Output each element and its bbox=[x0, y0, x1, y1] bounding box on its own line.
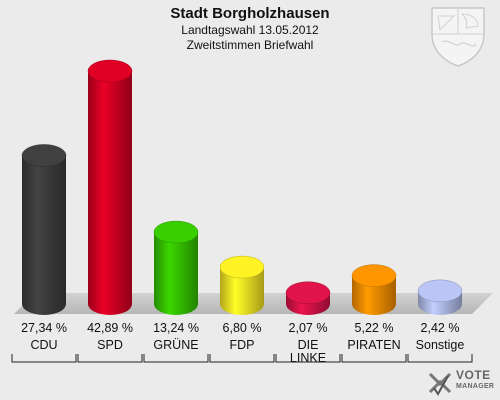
category-label: FDP bbox=[230, 338, 255, 352]
value-label: 13,24 % bbox=[153, 321, 199, 335]
logo-text-manager: MANAGER bbox=[456, 383, 495, 390]
value-label: 27,34 % bbox=[21, 321, 67, 335]
bar-die-linke bbox=[285, 281, 331, 315]
logo-text-vote: VOTE bbox=[456, 368, 491, 382]
value-label: 5,22 % bbox=[355, 321, 394, 335]
category-bracket bbox=[209, 354, 275, 363]
category-bracket bbox=[275, 354, 341, 363]
value-label: 42,89 % bbox=[87, 321, 133, 335]
category-bracket bbox=[341, 354, 407, 363]
value-label: 2,42 % bbox=[421, 321, 460, 335]
chart-subtitle-election: Landtagswahl 13.05.2012 bbox=[181, 23, 319, 37]
bar-sonstige bbox=[417, 279, 463, 315]
category-bracket bbox=[143, 354, 209, 363]
category-label: LINKE bbox=[290, 351, 326, 365]
category-label: SPD bbox=[97, 338, 123, 352]
bar-cdu bbox=[21, 144, 67, 315]
bar-fdp bbox=[219, 255, 265, 315]
chart-subtitle-vote-type: Zweitstimmen Briefwahl bbox=[186, 38, 314, 52]
bar-piraten bbox=[351, 264, 397, 315]
vote-manager-logo-icon bbox=[428, 372, 452, 396]
chart-header: Stadt Borgholzhausen Landtagswahl 13.05.… bbox=[0, 5, 500, 53]
category-label: GRÜNE bbox=[153, 338, 198, 352]
bar-spd bbox=[87, 59, 133, 315]
coat-of-arms-icon bbox=[431, 7, 485, 67]
bar-grüne bbox=[153, 220, 199, 315]
value-label: 6,80 % bbox=[223, 321, 262, 335]
chart-title: Stadt Borgholzhausen bbox=[170, 5, 330, 22]
category-label: PIRATEN bbox=[347, 338, 400, 352]
category-bracket bbox=[11, 354, 77, 363]
category-bracket bbox=[407, 354, 473, 363]
category-bracket bbox=[77, 354, 143, 363]
value-label: 2,07 % bbox=[289, 321, 328, 335]
category-label: DIE bbox=[298, 338, 319, 352]
category-label: Sonstige bbox=[416, 338, 465, 352]
category-label: CDU bbox=[30, 338, 57, 352]
